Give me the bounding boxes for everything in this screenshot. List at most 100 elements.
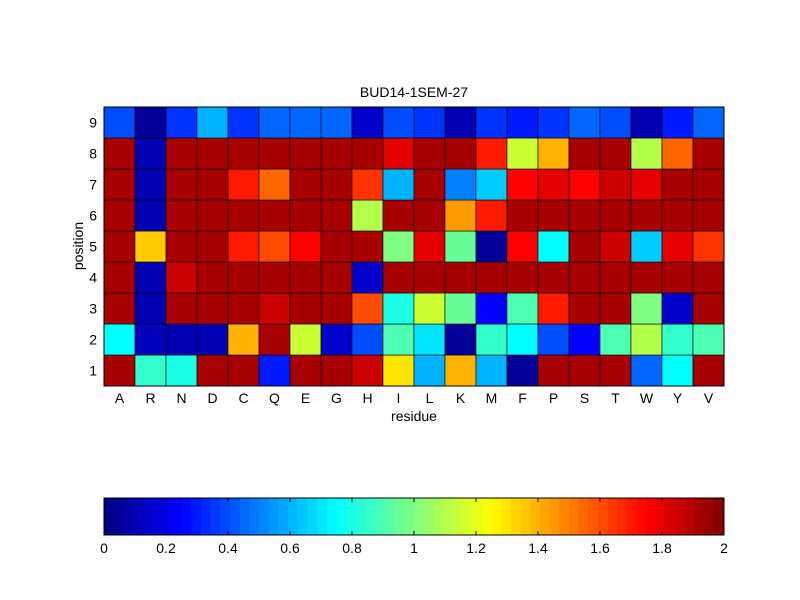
heatmap-cell-1-F — [506, 354, 539, 387]
x-tick-label: I — [397, 390, 401, 406]
heatmap-cell-1-D — [196, 354, 229, 387]
plot-frame — [103, 106, 725, 387]
heatmap-cell-9-Q — [258, 106, 291, 139]
heatmap-cell-3-P — [537, 292, 570, 325]
heatmap-cell-8-A — [103, 137, 136, 170]
colorbar-tick-label: 2 — [720, 540, 728, 556]
colorbar-segment — [714, 498, 725, 535]
colorbar-segment — [278, 498, 289, 535]
heatmap-cell-3-R — [134, 292, 167, 325]
heatmap-cell-8-G — [320, 137, 353, 170]
colorbar-segment — [443, 498, 454, 535]
heatmap-cell-6-K — [444, 199, 477, 232]
heatmap-cell-8-H — [351, 137, 384, 170]
heatmap-cell-5-S — [568, 230, 601, 263]
heatmap-cell-4-C — [227, 261, 260, 294]
heatmap-cell-7-E — [289, 168, 322, 201]
heatmap-cell-3-N — [165, 292, 198, 325]
heatmap-cell-6-S — [568, 199, 601, 232]
heatmap-cell-7-H — [351, 168, 384, 201]
colorbar-segment — [239, 498, 250, 535]
colorbar-segment — [656, 498, 667, 535]
colorbar-segment — [375, 498, 386, 535]
heatmap-cell-7-A — [103, 168, 136, 201]
x-tick-label: L — [426, 390, 434, 406]
heatmap-cell-6-C — [227, 199, 260, 232]
heatmap-cell-4-R — [134, 261, 167, 294]
heatmap-cell-8-R — [134, 137, 167, 170]
x-tick-label: H — [362, 390, 372, 406]
colorbar-segment — [220, 498, 231, 535]
heatmap-cell-8-K — [444, 137, 477, 170]
heatmap-cell-2-S — [568, 323, 601, 356]
colorbar-tick-label: 1 — [410, 540, 418, 556]
y-tick-labels: 1 2 3 4 5 6 7 8 9 — [89, 115, 97, 379]
heatmap-cell-4-P — [537, 261, 570, 294]
colorbar-segment — [617, 498, 628, 535]
heatmap-cell-6-R — [134, 199, 167, 232]
heatmap-cell-2-H — [351, 323, 384, 356]
heatmap-cell-5-A — [103, 230, 136, 263]
heatmap-cell-5-T — [599, 230, 632, 263]
x-tick-label: S — [580, 390, 589, 406]
heatmap-cell-8-N — [165, 137, 198, 170]
heatmap-cell-2-P — [537, 323, 570, 356]
heatmap-cell-2-L — [413, 323, 446, 356]
colorbar-segment — [268, 498, 279, 535]
x-tick-label: D — [207, 390, 217, 406]
heatmap-cell-1-H — [351, 354, 384, 387]
heatmap-cell-7-L — [413, 168, 446, 201]
x-tick-label: E — [301, 390, 310, 406]
colorbar-segment — [549, 498, 560, 535]
heatmap-cell-1-S — [568, 354, 601, 387]
heatmap-cell-2-V — [692, 323, 725, 356]
heatmap-cell-9-L — [413, 106, 446, 139]
heatmap-cell-2-R — [134, 323, 167, 356]
heatmap-cell-2-Y — [661, 323, 694, 356]
colorbar-segment — [297, 498, 308, 535]
heatmap-cell-4-S — [568, 261, 601, 294]
heatmap-cell-5-L — [413, 230, 446, 263]
heatmap-cell-1-L — [413, 354, 446, 387]
colorbar-segment — [569, 498, 580, 535]
heatmap-cell-4-Q — [258, 261, 291, 294]
colorbar-segment — [326, 498, 337, 535]
heatmap-cell-8-T — [599, 137, 632, 170]
heatmap-cell-9-D — [196, 106, 229, 139]
heatmap-cell-9-T — [599, 106, 632, 139]
heatmap-cell-9-A — [103, 106, 136, 139]
heatmap-cell-8-W — [630, 137, 663, 170]
heatmap-cell-9-H — [351, 106, 384, 139]
y-tick-label: 6 — [89, 208, 97, 224]
colorbar-segment — [181, 498, 192, 535]
colorbar-segment — [704, 498, 715, 535]
heatmap-cell-9-R — [134, 106, 167, 139]
heatmap-cell-4-I — [382, 261, 415, 294]
heatmap-cell-5-D — [196, 230, 229, 263]
heatmap-cell-1-M — [475, 354, 508, 387]
colorbar-segment — [162, 498, 173, 535]
heatmap-cell-6-W — [630, 199, 663, 232]
colorbar-segment — [685, 498, 696, 535]
heatmap-cell-3-I — [382, 292, 415, 325]
heatmap-cell-7-C — [227, 168, 260, 201]
heatmap-cell-7-T — [599, 168, 632, 201]
colorbar-tick-label: 0.6 — [280, 540, 300, 556]
heatmap-cell-1-C — [227, 354, 260, 387]
heatmap-cell-6-Q — [258, 199, 291, 232]
colorbar-segment — [694, 498, 706, 535]
x-axis-label: residue — [391, 408, 437, 424]
heatmap-cell-3-Y — [661, 292, 694, 325]
colorbar-segment — [636, 498, 647, 535]
colorbar-segment — [607, 498, 618, 535]
heatmap-cell-7-Y — [661, 168, 694, 201]
heatmap-cell-1-I — [382, 354, 415, 387]
heatmap-cell-7-Q — [258, 168, 291, 201]
heatmap-cell-5-E — [289, 230, 322, 263]
heatmap-cell-5-H — [351, 230, 384, 263]
heatmap-cell-1-E — [289, 354, 322, 387]
heatmap-cell-2-A — [103, 323, 136, 356]
colorbar-segment — [200, 498, 212, 535]
heatmap-cell-7-R — [134, 168, 167, 201]
